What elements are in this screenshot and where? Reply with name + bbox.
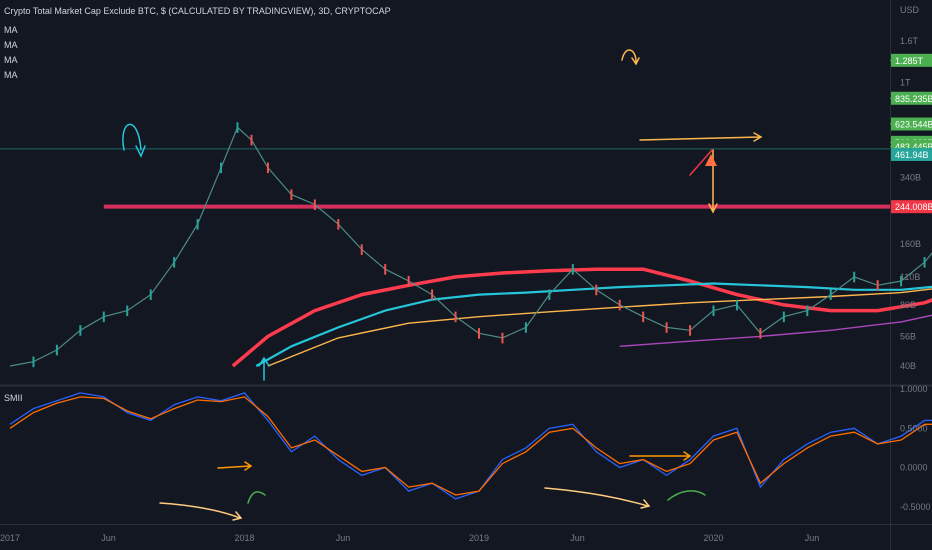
moving-average-line: [619, 314, 932, 347]
smii-series-line: [9, 392, 932, 500]
moving-average-line: [267, 288, 932, 367]
y-tick-label: 110B: [900, 272, 920, 282]
indicator-legend: MA MA MA MA: [4, 23, 18, 83]
x-axis: 2017Jun2018Jun2019Jun2020Jun2021Jun2022J…: [0, 533, 820, 543]
smii-divergence-1: [159, 502, 243, 521]
x-tick-label: 2019: [469, 533, 489, 543]
price-label-bg: [891, 200, 932, 214]
price-series: [9, 122, 932, 368]
moving-average-line: [255, 282, 932, 367]
price-label-bg: [891, 147, 932, 161]
indicator-ma-1[interactable]: MA: [4, 25, 18, 35]
peak-arrow: [621, 49, 640, 66]
x-tick-label: Jun: [805, 533, 820, 543]
smii-bounce-1: [247, 491, 266, 504]
moving-average-line: [231, 267, 932, 368]
horizontal-levels: [0, 59, 932, 209]
indicator-ma-3[interactable]: MA: [4, 55, 18, 65]
price-label-bg: [891, 53, 932, 67]
y-tick-label: 56B: [900, 331, 916, 341]
smii-pane: [9, 392, 932, 500]
x-tick-label: 2018: [234, 533, 254, 543]
x-tick-label: Jun: [101, 533, 116, 543]
currency-label: USD: [900, 5, 920, 15]
smii-divergence-3: [544, 487, 651, 509]
smii-tick-label: -0.5000: [900, 502, 931, 512]
price-label: 461.94B: [895, 150, 929, 160]
chart-title: Crypto Total Market Cap Exclude BTC, $ (…: [4, 6, 391, 16]
price-label: 835.235B: [895, 94, 932, 104]
smii-tick-label: 0.0000: [900, 463, 928, 473]
price-label-bg: [891, 117, 932, 131]
red-trend-line: [689, 149, 713, 176]
x-tick-label: Jun: [570, 533, 585, 543]
smii-tick-label: 1.0000: [900, 384, 928, 394]
x-tick-label: 2020: [703, 533, 723, 543]
moving-averages: [231, 267, 932, 368]
y-tick-label: 160B: [900, 239, 921, 249]
indicator-ma-4[interactable]: MA: [4, 70, 18, 80]
y-axis: USD 1.6T 1T 340B 160B 110B 80B 56B 40B 1.285T 835.…: [891, 5, 932, 512]
y-tick-label: 40B: [900, 361, 916, 371]
price-label: 483.445B: [895, 142, 932, 152]
smii-divergence-4: [629, 451, 692, 461]
smii-divergence-2: [217, 461, 253, 471]
bottom-reversal-arrow: [258, 356, 270, 381]
top-reversal-arrow: [122, 123, 146, 158]
y-tick-label: 1T: [900, 77, 911, 87]
y-tick-label: 340B: [900, 172, 921, 182]
price-line: [9, 126, 932, 367]
indicator-ma-2[interactable]: MA: [4, 40, 18, 50]
warning-triangle-icon: [705, 154, 717, 166]
smii-series-line: [9, 396, 932, 496]
x-tick-label: 2017: [0, 533, 20, 543]
x-tick-label: Jun: [336, 533, 351, 543]
price-label: 244.008B: [895, 202, 932, 212]
smii-bounce-2: [667, 490, 706, 501]
price-label: 623.544B: [895, 120, 932, 130]
price-label: 1.285T: [895, 56, 924, 66]
smii-tick-label: 0.5000: [900, 423, 928, 433]
level-projection-arrow: [639, 132, 763, 142]
y-tick-label: 80B: [900, 300, 916, 310]
smii-label: SMII: [4, 393, 23, 403]
y-tick-label: 1.6T: [900, 36, 919, 46]
annotations: [122, 49, 763, 521]
price-label-bg: [891, 91, 932, 105]
